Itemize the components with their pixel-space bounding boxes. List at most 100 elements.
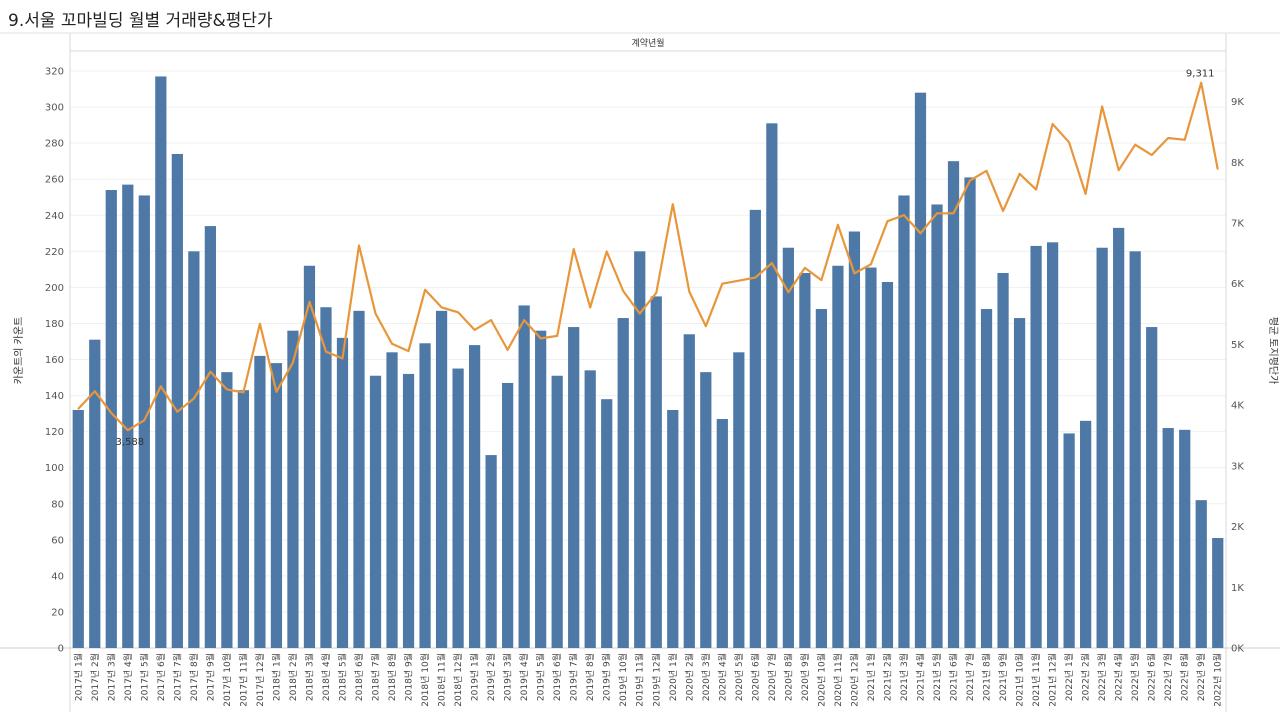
bar — [518, 305, 530, 648]
bar — [964, 177, 976, 648]
line-point — [490, 319, 492, 321]
line-point — [93, 390, 96, 392]
bar — [535, 330, 547, 648]
x-tick-label: 2022년 10월 — [1212, 653, 1224, 707]
line-point — [787, 291, 790, 294]
line-point — [605, 250, 608, 253]
line-point — [391, 343, 393, 345]
x-tick-label: 2018년 10월 — [419, 653, 431, 707]
line-point — [440, 306, 443, 309]
line-point — [903, 214, 905, 216]
line-data-label: 9,311 — [1186, 69, 1215, 80]
bar — [1162, 428, 1174, 648]
bar — [72, 410, 84, 648]
line-point — [804, 267, 806, 269]
x-tick-label: 2022년 6월 — [1146, 653, 1158, 701]
x-tick-label: 2021년 11월 — [1030, 653, 1042, 707]
bar — [353, 310, 365, 648]
bar — [1013, 318, 1026, 648]
bar — [485, 455, 497, 648]
bar — [435, 310, 448, 648]
x-tick-label: 2021년 10월 — [1014, 653, 1026, 707]
line-point — [1101, 105, 1103, 108]
line-point — [556, 335, 558, 337]
line-point — [259, 322, 261, 325]
line-point — [589, 306, 591, 309]
line-point — [242, 391, 245, 394]
right-tick-label: 2K — [1231, 522, 1244, 533]
bar — [865, 267, 877, 648]
bar — [815, 309, 828, 648]
right-tick-label: 9K — [1231, 97, 1244, 108]
bar — [1179, 429, 1191, 648]
bar — [914, 92, 927, 648]
x-tick-label: 2021년 3월 — [898, 653, 910, 701]
bar — [1063, 433, 1075, 648]
x-tick-label: 2021년 6월 — [948, 653, 960, 701]
x-tick-label: 2018년 8월 — [386, 653, 398, 701]
line-point — [176, 411, 179, 413]
x-tick-label: 2019년 6월 — [551, 653, 563, 701]
line-point — [1200, 81, 1203, 84]
left-tick-label: 240 — [45, 211, 64, 222]
line-point — [1002, 210, 1004, 212]
right-tick-label: 5K — [1231, 340, 1244, 351]
x-tick-label: 2022년 2월 — [1080, 653, 1092, 701]
bar — [832, 265, 844, 648]
bar — [155, 76, 167, 648]
left-tick-label: 160 — [45, 355, 64, 366]
x-tick-label: 2021년 1월 — [865, 653, 877, 701]
bar — [782, 247, 794, 648]
x-tick-label: 2022년 8월 — [1179, 653, 1191, 701]
bar — [667, 410, 679, 648]
bar — [881, 281, 894, 648]
x-tick-label: 2018년 11월 — [436, 653, 448, 707]
x-tick-label: 2017년 3월 — [105, 653, 117, 701]
x-tick-label: 2022년 4월 — [1113, 653, 1125, 701]
bar — [898, 195, 910, 648]
bar — [980, 309, 993, 648]
bar — [89, 339, 101, 648]
bar — [386, 352, 398, 648]
line-point — [127, 429, 129, 431]
line-point — [110, 412, 113, 414]
x-tick-label: 2019년 1월 — [469, 653, 481, 701]
bar — [601, 399, 613, 648]
x-tick-label: 2019년 3월 — [502, 653, 514, 701]
bar — [749, 209, 761, 648]
left-tick-label: 180 — [45, 319, 64, 330]
line-point — [1018, 173, 1021, 175]
x-tick-label: 2019년 5월 — [535, 653, 547, 701]
bar — [947, 161, 960, 648]
bar — [617, 318, 629, 648]
x-tick-label: 2020년 1월 — [667, 653, 679, 701]
line-point — [919, 232, 922, 235]
x-tick-label: 2017년 5월 — [138, 653, 150, 701]
x-tick-label: 2017년 11월 — [237, 653, 249, 707]
x-tick-label: 2017년 1월 — [72, 653, 84, 701]
bar — [1080, 420, 1092, 648]
bar — [1096, 247, 1108, 648]
bar — [369, 375, 382, 648]
x-tick-label: 2020년 3월 — [700, 653, 712, 701]
right-tick-label: 0K — [1231, 644, 1244, 655]
line-point — [886, 220, 889, 222]
left-tick-label: 280 — [45, 139, 64, 150]
line-point — [936, 212, 938, 215]
line-point — [1035, 188, 1037, 191]
x-tick-label: 2019년 2월 — [485, 653, 497, 701]
line-point — [820, 279, 823, 281]
line-point — [837, 224, 839, 226]
right-axis-title: 평균 토지평단가 — [1267, 317, 1279, 385]
bar — [683, 334, 695, 648]
annotations: 3,588 9,311 — [115, 69, 1214, 448]
x-tick-label: 2019년 9월 — [601, 653, 613, 701]
x-tick-label: 2021년 9월 — [997, 653, 1009, 701]
line-point — [77, 407, 80, 410]
line-point — [209, 370, 212, 373]
line-series — [77, 81, 1219, 432]
line-point — [1051, 123, 1054, 125]
right-tick-label: 3K — [1231, 461, 1244, 472]
bar — [320, 307, 332, 648]
